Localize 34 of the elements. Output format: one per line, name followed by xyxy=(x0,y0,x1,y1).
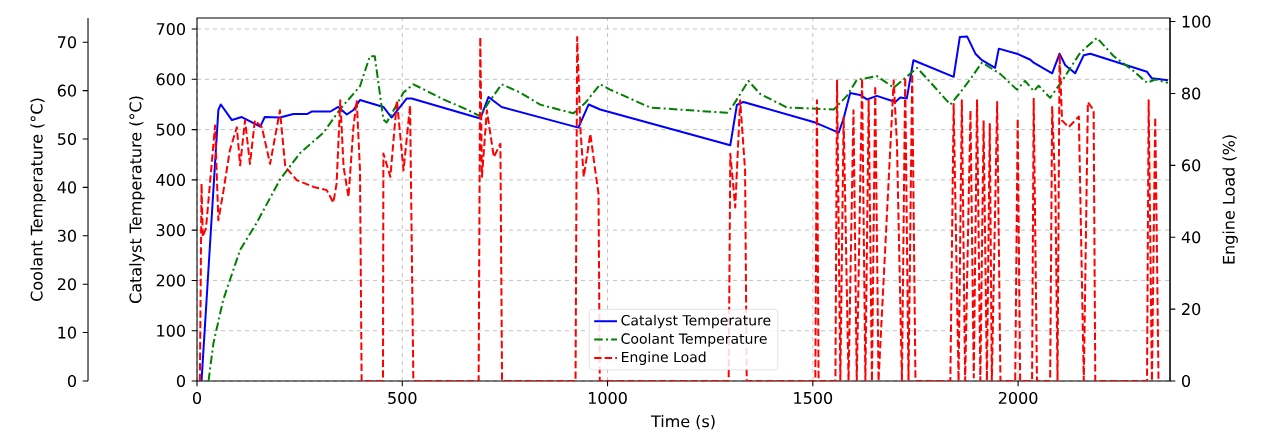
y2-tick-label: 100 xyxy=(1182,15,1211,28)
legend-label: Catalyst Temperature xyxy=(621,314,771,329)
y-tick-label: 400 xyxy=(156,173,186,186)
x-tick-label: 500 xyxy=(388,391,417,405)
y3-tick-label: 60 xyxy=(57,84,77,97)
y2-tick-label: 20 xyxy=(1182,303,1201,316)
y2-axis-title: Engine Load (%) xyxy=(1222,135,1238,264)
y-axis-title: Catalyst Temperature (°C) xyxy=(129,96,145,303)
y3-tick-label: 50 xyxy=(57,132,77,146)
y3-tick-label: 30 xyxy=(57,229,77,242)
x-tick-label: 2000 xyxy=(998,391,1038,405)
legend-label: Coolant Temperature xyxy=(621,333,767,347)
x-tick-label: 1000 xyxy=(588,391,627,405)
y2-tick-label: 80 xyxy=(1182,87,1201,100)
y-tick-label: 200 xyxy=(156,274,186,287)
y-tick-label: 600 xyxy=(156,73,186,86)
legend-label: Engine Load xyxy=(622,351,706,365)
y3-tick-label: 0 xyxy=(67,374,77,388)
y2-tick-label: 40 xyxy=(1181,231,1201,244)
y3-tick-label: 40 xyxy=(57,181,77,194)
y-tick-label: 300 xyxy=(156,224,186,237)
x-tick-label: 1500 xyxy=(794,391,833,405)
x-tick-label: 0 xyxy=(192,391,202,405)
y-tick-label: 0 xyxy=(176,374,186,388)
y3-tick-label: 20 xyxy=(57,278,77,291)
x-axis-title: Time (s) xyxy=(650,414,715,430)
y3-axis-title: Coolant Temperature (°C) xyxy=(30,98,46,301)
y-tick-label: 100 xyxy=(157,324,186,337)
y2-tick-label: 60 xyxy=(1182,159,1201,172)
y-tick-label: 700 xyxy=(156,23,186,36)
y2-tick-label: 0 xyxy=(1181,374,1191,388)
y3-tick-label: 10 xyxy=(58,326,77,339)
y3-tick-label: 70 xyxy=(58,36,77,49)
y-tick-label: 500 xyxy=(156,123,186,136)
